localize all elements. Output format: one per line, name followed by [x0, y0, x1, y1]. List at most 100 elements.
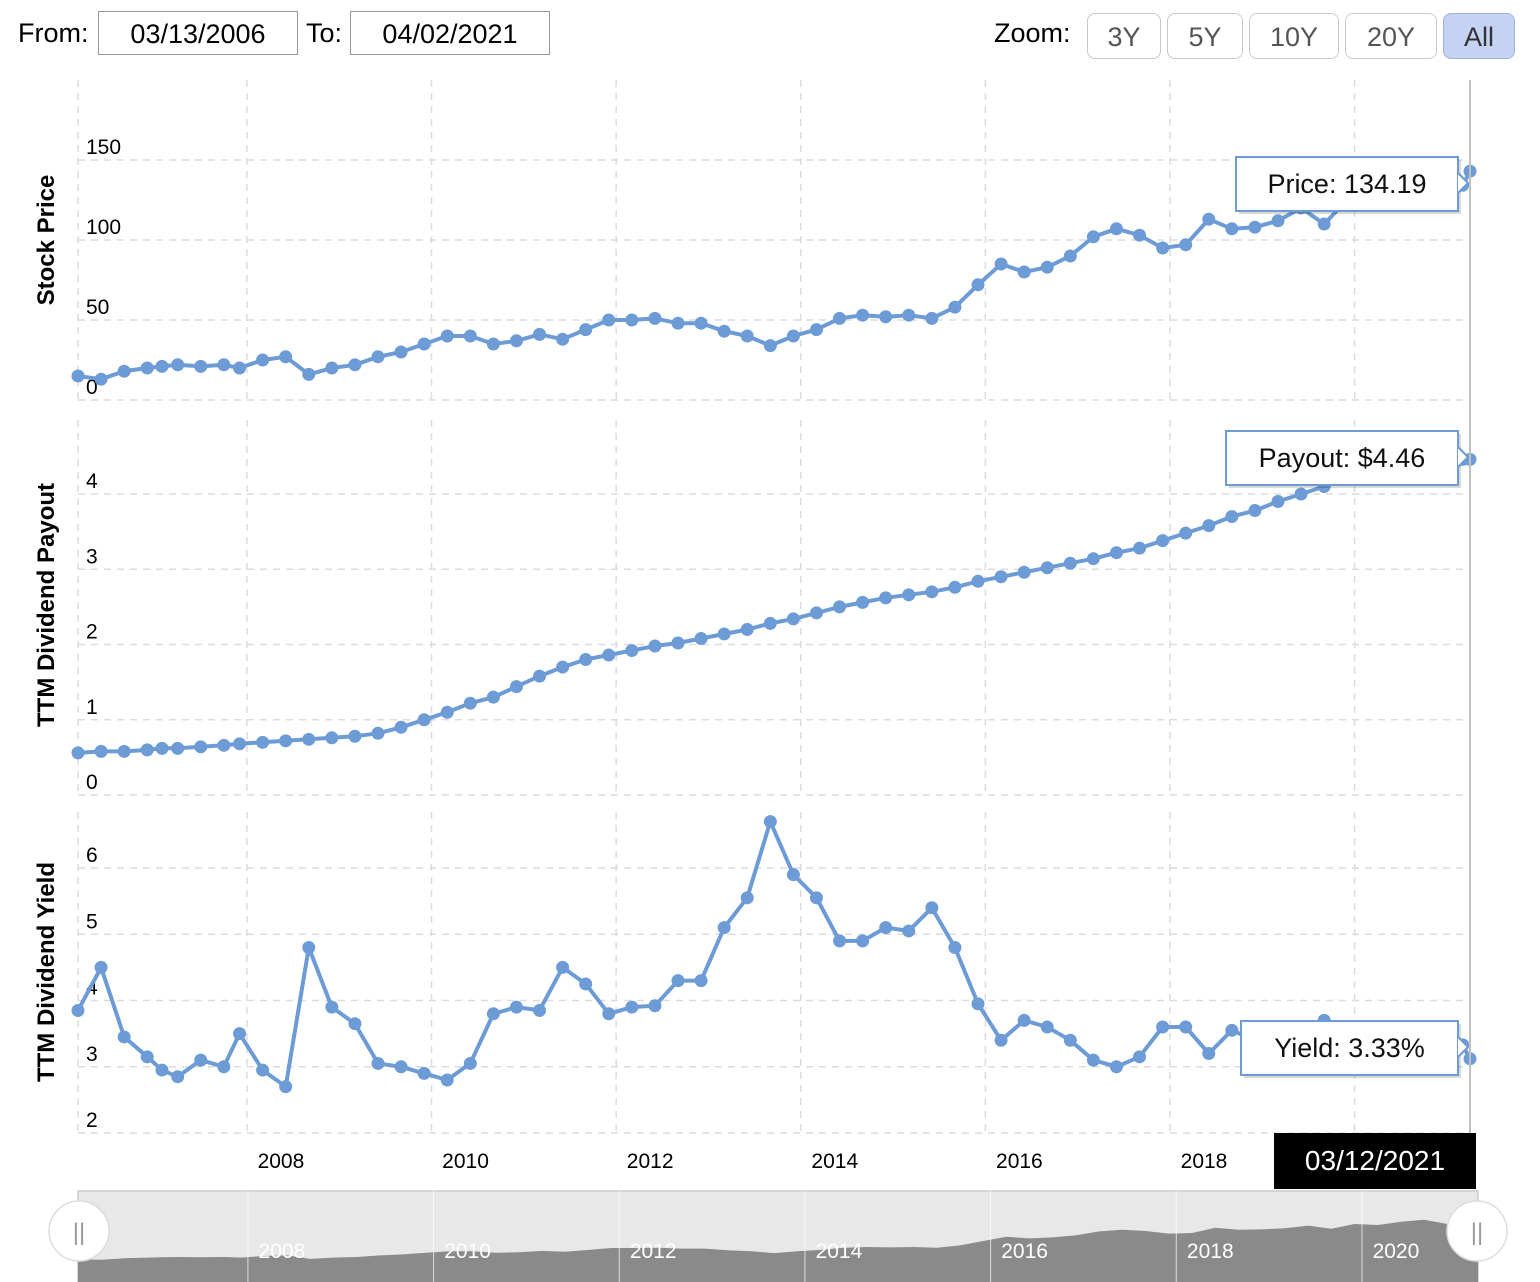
data-point [394, 720, 408, 734]
data-point [1456, 452, 1470, 466]
data-point [1109, 222, 1123, 236]
data-point [1386, 1056, 1400, 1070]
tooltip-box [1225, 430, 1459, 486]
data-point [1086, 1053, 1100, 1067]
x-tick-label: 2020 [1365, 1150, 1412, 1173]
data-point [217, 738, 231, 752]
handle-circle [48, 1200, 110, 1262]
data-point [1133, 541, 1147, 555]
to-date-input[interactable]: 04/02/2021 [350, 11, 550, 55]
data-point [394, 1060, 408, 1074]
tooltip-pointer [1457, 1036, 1470, 1058]
data-point [717, 921, 731, 935]
data-point [1248, 504, 1262, 518]
zoom-all-button[interactable]: All [1443, 13, 1515, 59]
data-point [556, 960, 570, 974]
data-point [902, 924, 916, 938]
data-point [325, 731, 339, 745]
navigator-area [78, 1218, 1478, 1282]
navigator-right-handle[interactable]: || [1446, 1200, 1508, 1262]
data-point [440, 329, 454, 343]
data-point [648, 311, 662, 325]
navigator-tick-label: 2012 [630, 1240, 677, 1263]
data-point [1179, 526, 1193, 540]
zoom-20y-button[interactable]: 20Y [1345, 13, 1437, 59]
data-point [463, 696, 477, 710]
data-point [1340, 1040, 1354, 1054]
navigator-tick-label: 2020 [1373, 1240, 1420, 1263]
data-point [1156, 241, 1170, 255]
zoom-5y-button[interactable]: 5Y [1167, 13, 1243, 59]
data-point [155, 359, 169, 373]
tooltip-pointer [1457, 172, 1470, 194]
data-point [71, 369, 85, 383]
data-point [279, 350, 293, 364]
data-point [371, 1056, 385, 1070]
data-point [879, 921, 893, 935]
data-point [833, 311, 847, 325]
data-point [140, 743, 154, 757]
data-point [925, 901, 939, 915]
data-point [1133, 1050, 1147, 1064]
y-axis-title: Stock Price [33, 175, 60, 306]
data-point [1433, 193, 1447, 207]
navigator-left-handle[interactable]: || [48, 1200, 110, 1262]
data-point [648, 639, 662, 653]
data-point [155, 1063, 169, 1077]
data-point [371, 350, 385, 364]
data-point [809, 323, 823, 337]
data-point [1463, 452, 1477, 466]
crosshair-date-box [1274, 1133, 1476, 1189]
data-point [302, 732, 316, 746]
data-point [1271, 1027, 1285, 1041]
data-point [171, 358, 185, 372]
data-point [602, 1007, 616, 1021]
navigator-tick-label: 2010 [444, 1240, 491, 1263]
data-point [171, 741, 185, 755]
data-point [233, 737, 247, 751]
crosshair-date-label: 03/12/2021 [1305, 1145, 1445, 1176]
data-point [279, 1080, 293, 1094]
data-point [325, 1000, 339, 1014]
data-point [1340, 193, 1354, 207]
data-point [1086, 230, 1100, 244]
from-date-input[interactable]: 03/13/2006 [98, 11, 298, 55]
data-point [994, 1033, 1008, 1047]
from-label: From: [18, 18, 89, 48]
tooltip-shadow [1229, 434, 1461, 488]
data-point [533, 1003, 547, 1017]
data-point [740, 891, 754, 905]
tooltip-text: Payout: $4.46 [1259, 443, 1426, 473]
data-point [1386, 182, 1400, 196]
data-point [117, 744, 131, 758]
data-point [509, 334, 523, 348]
data-point [256, 353, 270, 367]
data-point [994, 257, 1008, 271]
data-point [1040, 561, 1054, 575]
data-point [1202, 519, 1216, 533]
data-point [1248, 1033, 1262, 1047]
data-point [833, 600, 847, 614]
data-point [256, 1063, 270, 1077]
data-point [717, 627, 731, 641]
data-point [1017, 1013, 1031, 1027]
data-point [1225, 222, 1239, 236]
x-tick-label: 2010 [442, 1150, 489, 1173]
tooltip-shadow [1244, 1024, 1461, 1078]
data-point [879, 310, 893, 324]
data-point [971, 574, 985, 588]
tooltip: Payout: $4.46 [1225, 430, 1470, 488]
data-point [1063, 249, 1077, 263]
data-point [194, 740, 208, 754]
zoom-3y-button[interactable]: 3Y [1087, 13, 1161, 59]
data-point [763, 815, 777, 829]
data-point [486, 1007, 500, 1021]
zoom-10y-button[interactable]: 10Y [1249, 13, 1339, 59]
data-point [1202, 1047, 1216, 1060]
y-tick-label: 0 [86, 771, 98, 794]
data-point [348, 729, 362, 743]
tooltip-pointer [1457, 446, 1470, 468]
x-tick-label: 2008 [258, 1150, 305, 1173]
data-point [1433, 454, 1447, 468]
series-line [77, 457, 1470, 755]
